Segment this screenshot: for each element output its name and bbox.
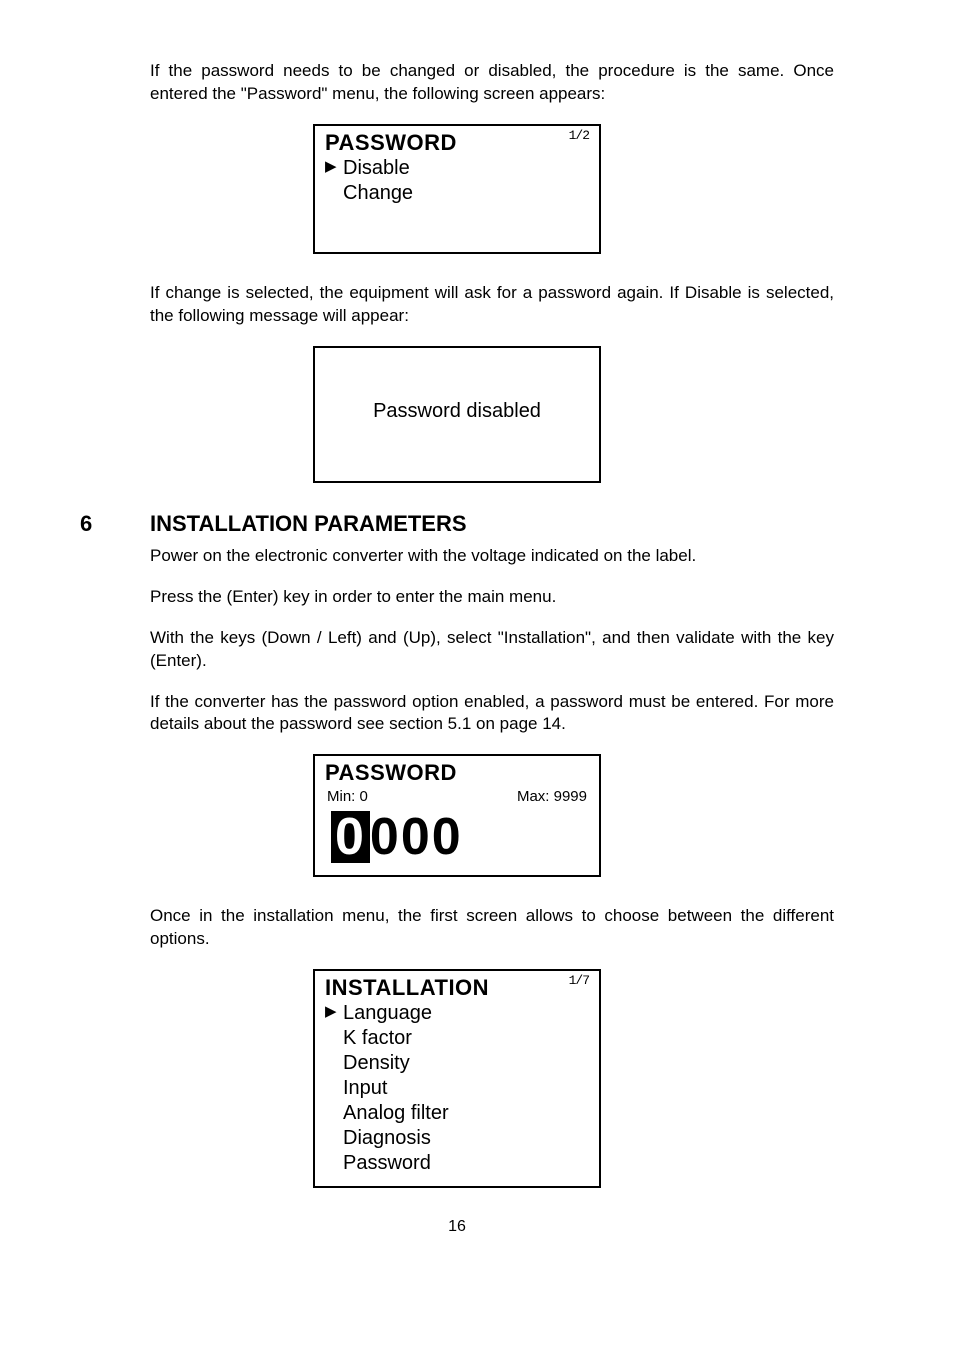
lcd-page-counter: 1/2 xyxy=(569,128,589,143)
lcd-menu-item[interactable]: K factor xyxy=(325,1026,589,1051)
lcd-menu-item[interactable]: Density xyxy=(325,1051,589,1076)
paragraph: Once in the installation menu, the first… xyxy=(150,905,834,951)
lcd-password-entry: PASSWORD Min: 0 Max: 9999 0000 xyxy=(313,754,601,877)
lcd-title: INSTALLATION xyxy=(325,975,489,1001)
section-number: 6 xyxy=(80,511,150,537)
lcd-message-box: Password disabled xyxy=(313,346,601,483)
lcd-menu-item[interactable]: Language xyxy=(325,1001,589,1026)
paragraph: If change is selected, the equipment wil… xyxy=(150,282,834,328)
lcd-title: PASSWORD xyxy=(325,130,457,156)
lcd-max-label: Max: 9999 xyxy=(517,788,587,805)
lcd-digit[interactable]: 0 xyxy=(432,808,463,866)
paragraph: Power on the electronic converter with t… xyxy=(150,545,834,568)
lcd-digit-display: 0000 xyxy=(325,811,589,865)
lcd-digit[interactable]: 0 xyxy=(401,808,432,866)
lcd-menu-item[interactable]: Disable xyxy=(325,156,589,181)
paragraph: With the keys (Down / Left) and (Up), se… xyxy=(150,627,834,673)
lcd-password-menu: PASSWORD 1/2 DisableChange xyxy=(313,124,601,254)
lcd-digit[interactable]: 0 xyxy=(331,811,370,863)
lcd-installation-menu: INSTALLATION 1/7 LanguageK factorDensity… xyxy=(313,969,601,1188)
lcd-min-label: Min: 0 xyxy=(327,788,368,805)
lcd-menu-item[interactable]: Password xyxy=(325,1151,589,1176)
paragraph: If the converter has the password option… xyxy=(150,691,834,737)
paragraph: Press the (Enter) key in order to enter … xyxy=(150,586,834,609)
lcd-digit[interactable]: 0 xyxy=(370,808,401,866)
lcd-title: PASSWORD xyxy=(325,760,589,786)
page-number: 16 xyxy=(80,1218,834,1236)
lcd-message: Password disabled xyxy=(325,352,589,471)
lcd-page-counter: 1/7 xyxy=(569,973,589,988)
lcd-menu-item[interactable]: Change xyxy=(325,181,589,206)
lcd-menu-item[interactable]: Diagnosis xyxy=(325,1126,589,1151)
lcd-menu-item[interactable]: Input xyxy=(325,1076,589,1101)
paragraph: If the password needs to be changed or d… xyxy=(150,60,834,106)
lcd-menu-item[interactable]: Analog filter xyxy=(325,1101,589,1126)
section-title: INSTALLATION PARAMETERS xyxy=(150,511,467,537)
